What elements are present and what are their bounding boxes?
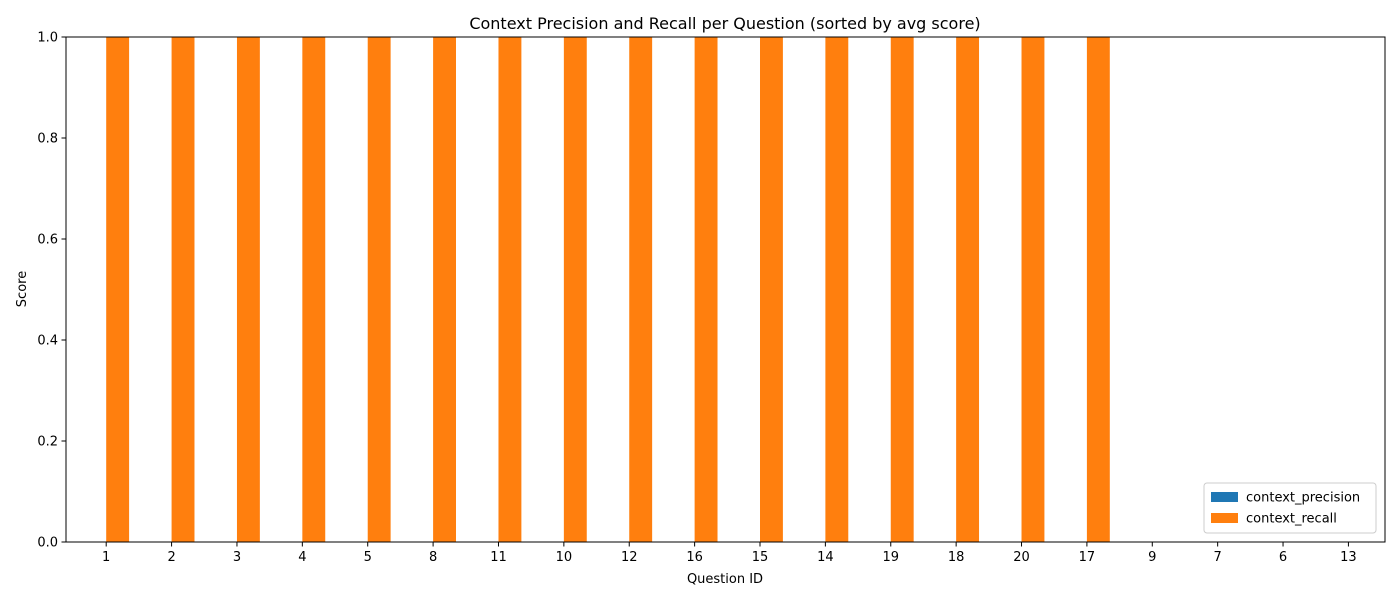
x-tick-label-18: 18 (948, 550, 965, 565)
bar-context_recall-11 (498, 37, 522, 542)
x-axis-label: Question ID (687, 572, 763, 587)
x-tick-label-12: 12 (621, 550, 638, 565)
x-tick-label-6: 6 (1279, 550, 1287, 565)
y-tick-label-0.4: 0.4 (37, 334, 58, 349)
x-tick-label-8: 8 (429, 550, 437, 565)
bar-context_recall-14 (825, 37, 849, 542)
legend-swatch-context_recall (1211, 513, 1238, 523)
bar-context_recall-8 (433, 37, 456, 542)
x-tick-label-13: 13 (1340, 550, 1357, 565)
y-tick-label-0.0: 0.0 (37, 536, 58, 551)
y-tick-label-0.8: 0.8 (37, 132, 58, 147)
bar-context_recall-10 (563, 37, 587, 542)
bar-context_recall-5 (367, 37, 391, 542)
x-tick-label-2: 2 (167, 550, 175, 565)
legend-swatch-context_precision (1211, 492, 1238, 502)
bar-context_recall-2 (171, 37, 195, 542)
bar-context_recall-12 (629, 37, 653, 542)
x-tick-label-4: 4 (298, 550, 306, 565)
legend-label-context_precision: context_precision (1246, 491, 1360, 506)
x-tick-label-17: 17 (1079, 550, 1096, 565)
legend-box (1203, 482, 1377, 534)
x-tick-label-20: 20 (1013, 550, 1030, 565)
plot-frame (65, 36, 1386, 543)
bar-context_recall-1 (106, 37, 130, 542)
bar-context_recall-4 (302, 37, 326, 542)
x-tick-label-15: 15 (752, 550, 769, 565)
x-tick-label-16: 16 (686, 550, 703, 565)
y-tick-label-0.2: 0.2 (37, 435, 58, 450)
x-tick-label-5: 5 (364, 550, 372, 565)
x-tick-label-10: 10 (556, 550, 573, 565)
axes-layer: 1 2 3 4 5 8 11 10 12 16 15 14 19 18 20 17 9 7 6 130.00.20.4… (37, 31, 1386, 565)
chart-title: Context Precision and Recall per Questio… (469, 14, 980, 33)
bar-context_recall-18 (956, 37, 980, 542)
bar-context_recall-3 (236, 37, 260, 542)
bar-context_recall-19 (890, 37, 914, 542)
bars-layer (106, 37, 1110, 542)
x-tick-label-7: 7 (1214, 550, 1222, 565)
bar-context_recall-16 (694, 37, 718, 542)
bar-context_recall-20 (1021, 37, 1045, 542)
x-tick-label-11: 11 (490, 550, 507, 565)
y-tick-label-0.6: 0.6 (37, 233, 58, 248)
x-tick-label-1: 1 (102, 550, 110, 565)
y-tick-label-1.0: 1.0 (37, 31, 58, 46)
x-tick-label-3: 3 (233, 550, 241, 565)
bar-context_recall-17 (1086, 37, 1110, 542)
x-tick-label-19: 19 (882, 550, 899, 565)
legend-label-context_recall: context_recall (1246, 512, 1337, 527)
y-axis-label: Score (15, 271, 30, 307)
x-tick-label-9: 9 (1148, 550, 1156, 565)
x-tick-label-14: 14 (817, 550, 834, 565)
legend: context_precision context_recall (1203, 482, 1377, 534)
bar-context_recall-15 (760, 37, 783, 542)
